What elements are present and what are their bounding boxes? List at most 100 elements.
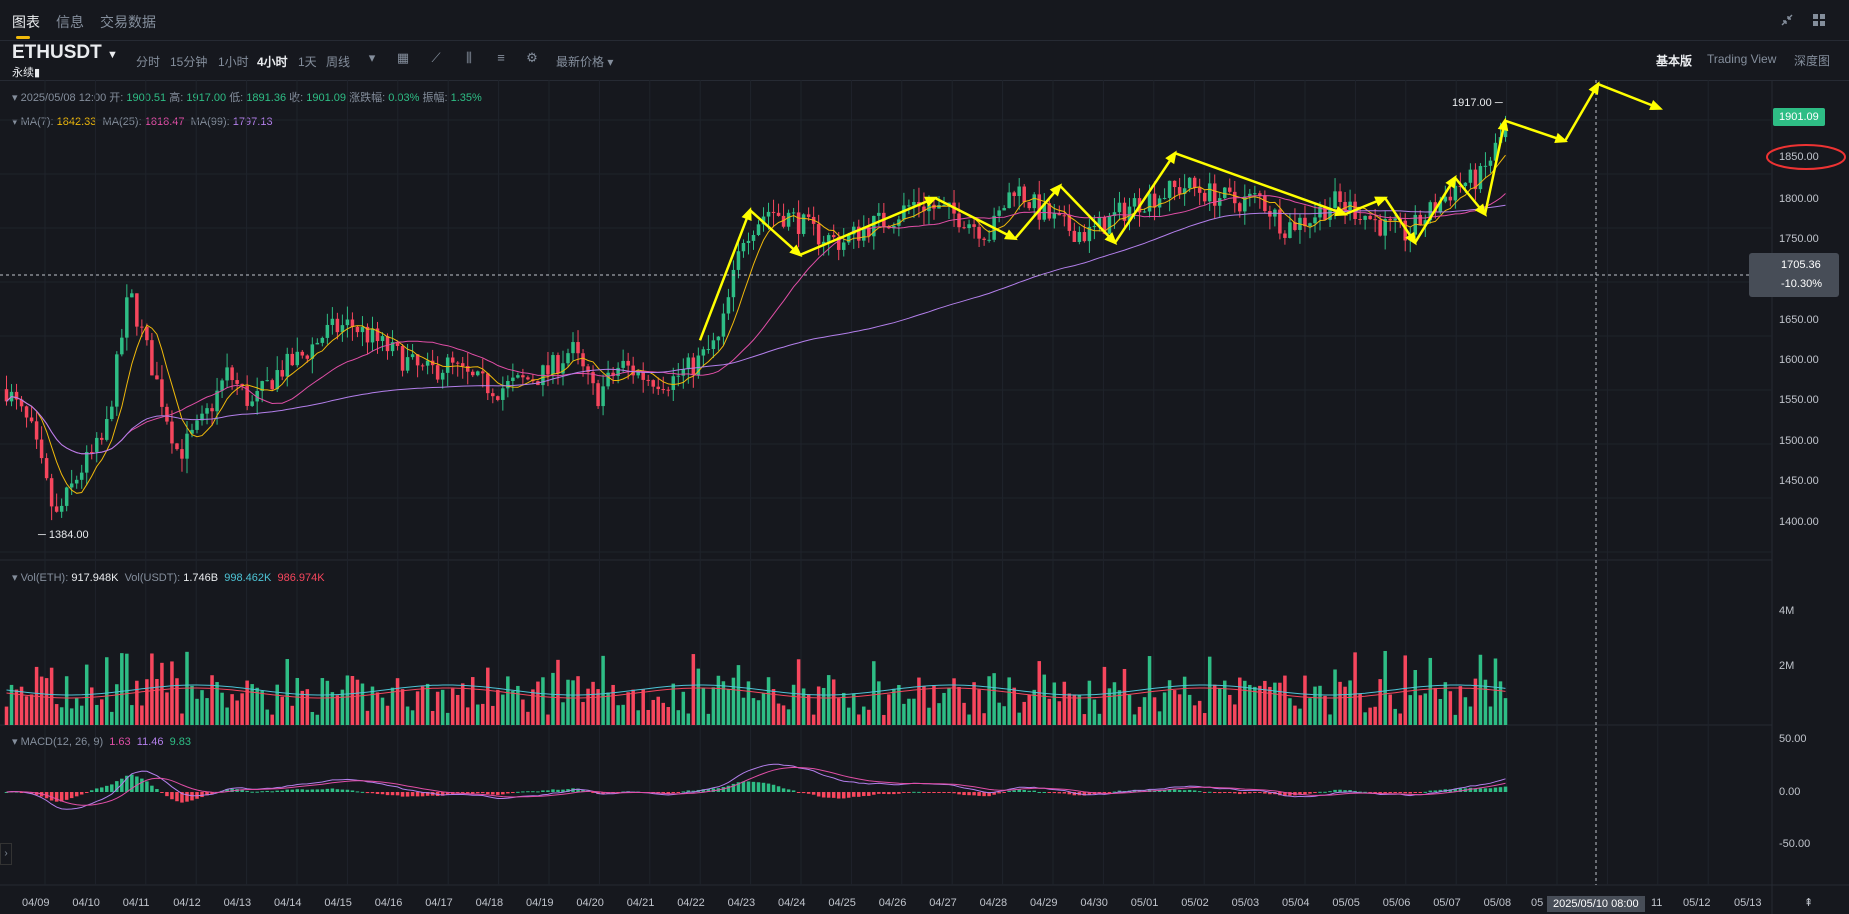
view-tradingview[interactable]: Trading View — [1707, 52, 1777, 66]
settings-gear-icon[interactable]: ⚙ — [526, 50, 538, 65]
macd-bar — [89, 790, 94, 792]
macd-bar — [997, 792, 1001, 794]
candle-body — [24, 406, 29, 418]
candle-body — [1418, 214, 1423, 226]
volume-bar — [556, 659, 560, 725]
zoom-icon[interactable]: ⇞ — [1804, 897, 1814, 909]
volume-bar — [596, 689, 600, 725]
ma25-line — [6, 193, 1506, 455]
macd-bar — [1373, 792, 1377, 793]
macd-bar — [180, 792, 184, 803]
more-timeframes-icon[interactable]: ▾ — [368, 50, 376, 65]
macd-bar — [1318, 791, 1322, 793]
candle-body — [205, 408, 209, 414]
volume-bar — [1102, 666, 1107, 725]
candle-body — [671, 376, 676, 390]
volume-bar — [1263, 680, 1267, 725]
volume-bar — [1107, 688, 1112, 725]
candle-body — [791, 212, 796, 214]
candle-body — [621, 360, 625, 368]
symbol-selector[interactable]: ETHUSDT ▼ — [12, 42, 118, 63]
volume-bar — [681, 691, 686, 725]
annotation-arrow — [1014, 184, 1061, 240]
tf-1d[interactable]: 1天 — [298, 55, 317, 69]
macd-bar — [1303, 792, 1307, 795]
tf-1w[interactable]: 周线 — [326, 55, 351, 69]
view-depth[interactable]: 深度图 — [1794, 54, 1831, 68]
volume-bar — [751, 698, 756, 725]
candle-body — [190, 429, 194, 434]
contract-type: 永续▮ — [12, 67, 41, 79]
candle-body — [967, 224, 971, 229]
macd-bar — [1228, 792, 1232, 793]
ma7-line — [6, 154, 1506, 494]
indicator-icon[interactable]: ⟋ — [431, 50, 441, 65]
tf-4h[interactable]: 4小时 — [257, 55, 288, 69]
top-tab-bar — [0, 0, 1849, 41]
collapse-icon[interactable] — [1779, 12, 1795, 28]
candle-body — [275, 370, 279, 390]
volume-bar — [831, 679, 836, 725]
price-type-select[interactable]: 最新价格 ▾ — [556, 55, 614, 69]
expand-panel-icon[interactable]: › — [0, 843, 12, 865]
tab-chart[interactable]: 图表 — [12, 14, 40, 30]
candle-body — [982, 238, 986, 240]
macd-bar — [1012, 790, 1016, 792]
candle-body — [726, 297, 731, 314]
macd-bar — [405, 792, 410, 797]
current-price-tag: 1901.09 — [1773, 108, 1825, 126]
candle-body — [44, 458, 49, 479]
volume-bar — [1202, 713, 1207, 725]
volume-bar — [511, 690, 515, 725]
macd-axis-label: 0.00 — [1779, 786, 1801, 798]
candle-body — [59, 505, 64, 512]
volume-bar — [1122, 668, 1127, 725]
candle-body — [556, 355, 560, 374]
macd-bar — [841, 792, 846, 799]
layout-grid-icon[interactable] — [1811, 12, 1827, 28]
volume-bar — [972, 682, 976, 725]
volume-bar — [170, 661, 174, 725]
candle-body — [1428, 202, 1433, 221]
volume-bar — [1187, 694, 1192, 725]
candle-body — [215, 390, 219, 412]
volume-bar — [781, 705, 786, 725]
tab-trade-data[interactable]: 交易数据 — [100, 14, 156, 30]
candle-body — [776, 212, 781, 216]
macd-bar — [49, 792, 54, 801]
macd-bar — [135, 776, 139, 792]
macd-bar — [425, 792, 430, 796]
drawing-tools-icon[interactable]: ≡ — [497, 50, 505, 65]
volume-bar — [210, 675, 214, 725]
tf-1h[interactable]: 1小时 — [218, 55, 249, 69]
macd-bar — [295, 789, 300, 792]
candle-type-icon[interactable]: ⫼ — [466, 50, 472, 65]
volume-bar — [1112, 682, 1117, 725]
annotation-arrowhead — [1004, 229, 1018, 241]
tf-line[interactable]: 分时 — [136, 55, 161, 69]
tf-15m[interactable]: 15分钟 — [170, 55, 208, 69]
volume-bar — [1217, 688, 1222, 725]
volume-bar — [1132, 714, 1137, 725]
volume-bar — [1192, 705, 1197, 725]
volume-bar — [611, 684, 615, 725]
tab-info[interactable]: 信息 — [56, 14, 84, 30]
date-axis-label: 05 — [1531, 897, 1544, 909]
candle-body — [862, 227, 866, 241]
date-axis-label: 05/06 — [1382, 897, 1411, 909]
annotation-arrowhead — [1165, 150, 1177, 165]
chart-canvas[interactable] — [0, 80, 1849, 914]
volume-bar — [1167, 680, 1172, 725]
macd-bar — [210, 792, 214, 795]
candle-body — [34, 421, 39, 440]
candle-body — [1458, 185, 1463, 187]
view-basic[interactable]: 基本版 — [1656, 54, 1693, 68]
macd-bar — [877, 792, 881, 794]
candle-body — [516, 375, 520, 378]
volume-bar — [190, 685, 194, 725]
macd-bar — [486, 792, 490, 794]
macd-bar — [330, 788, 335, 792]
volume-bar — [521, 699, 525, 725]
calendar-icon[interactable]: ▦ — [396, 50, 410, 65]
volume-bar — [721, 681, 726, 725]
